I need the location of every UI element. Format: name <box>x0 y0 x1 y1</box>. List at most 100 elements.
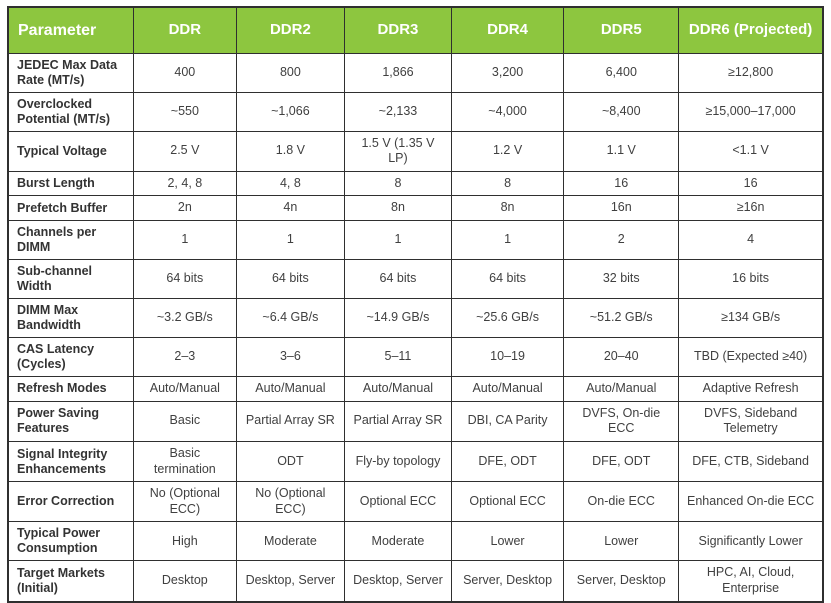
table-row-power-saving-features: Power Saving Features Basic Partial Array … <box>7 400 824 442</box>
table-row-channels-per-dimm: Channels per DIMM 1 1 1 1 2 4 <box>7 220 824 260</box>
value-cell: ≥12,800 <box>678 52 824 93</box>
value-cell: 8n <box>450 195 565 221</box>
value-cell: 800 <box>235 52 346 93</box>
value-cell: Moderate <box>344 521 452 562</box>
param-cell: DIMM Max Bandwidth <box>7 298 134 338</box>
header-cell-ddr6-projected: DDR6 (Projected) <box>678 6 824 54</box>
value-cell: 20–40 <box>563 337 680 377</box>
value-cell: DVFS, On-die ECC <box>563 400 680 442</box>
value-cell: 64 bits <box>133 259 237 299</box>
value-cell: Desktop, Server <box>235 560 346 603</box>
value-cell: Lower <box>450 521 565 562</box>
param-cell: Refresh Modes <box>7 376 134 402</box>
table-row-typical-power-consumption: Typical Power Consumption High Moderate Mod… <box>7 521 824 562</box>
value-cell: DVFS, Sideband Telemetry <box>678 400 824 442</box>
value-cell: 64 bits <box>450 259 565 299</box>
value-cell: 2 <box>563 220 680 260</box>
value-cell: Partial Array SR <box>235 400 346 442</box>
value-cell: 64 bits <box>344 259 452 299</box>
value-cell: DFE, ODT <box>450 440 565 483</box>
value-cell: ODT <box>235 440 346 483</box>
value-cell: HPC, AI, Cloud, Enterprise <box>678 560 824 603</box>
value-cell: 3–6 <box>235 337 346 377</box>
value-cell: Basic termination <box>133 440 237 483</box>
value-cell: Lower <box>563 521 680 562</box>
value-cell: 64 bits <box>235 259 346 299</box>
param-cell: Channels per DIMM <box>7 220 134 260</box>
value-cell: 8n <box>344 195 452 221</box>
value-cell: ~550 <box>133 91 237 132</box>
value-cell: 16 <box>678 170 824 197</box>
value-cell: 16 bits <box>678 259 824 299</box>
value-cell: 4, 8 <box>235 170 346 197</box>
ddr-comparison-table: Parameter DDR DDR2 DDR3 DDR4 DDR5 DDR6 (Projec… <box>7 6 824 603</box>
value-cell: 16 <box>563 170 680 197</box>
value-cell: Fly-by topology <box>344 440 452 483</box>
param-cell: Sub-channel Width <box>7 259 134 299</box>
value-cell: 1 <box>235 220 346 260</box>
value-cell: 32 bits <box>563 259 680 299</box>
header-cell-ddr4: DDR4 <box>450 6 565 54</box>
value-cell: 2, 4, 8 <box>133 170 237 197</box>
value-cell: Auto/Manual <box>450 376 565 402</box>
value-cell: ≥15,000–17,000 <box>678 91 824 132</box>
value-cell: Significantly Lower <box>678 521 824 562</box>
param-cell: Typical Power Consumption <box>7 521 134 562</box>
value-cell: 1.2 V <box>450 130 565 172</box>
value-cell: Auto/Manual <box>563 376 680 402</box>
value-cell: 8 <box>344 170 452 197</box>
value-cell: 1 <box>344 220 452 260</box>
value-cell: ~2,133 <box>344 91 452 132</box>
value-cell: ~1,066 <box>235 91 346 132</box>
table-row-jedec-max-data-rate-mt-s: JEDEC Max Data Rate (MT/s) 400 800 1,866 3,2… <box>7 52 824 93</box>
value-cell: 4n <box>235 195 346 221</box>
value-cell: Partial Array SR <box>344 400 452 442</box>
table-row-dimm-max-bandwidth: DIMM Max Bandwidth ~3.2 GB/s ~6.4 GB/s ~14.… <box>7 298 824 338</box>
header-cell-ddr: DDR <box>133 6 237 54</box>
value-cell: 400 <box>133 52 237 93</box>
param-cell: CAS Latency (Cycles) <box>7 337 134 377</box>
table-body: JEDEC Max Data Rate (MT/s) 400 800 1,866 3,2… <box>7 52 824 603</box>
value-cell: Auto/Manual <box>133 376 237 402</box>
value-cell: 1,866 <box>344 52 452 93</box>
param-cell: Signal Integrity Enhancements <box>7 440 134 483</box>
value-cell: On-die ECC <box>563 481 680 523</box>
value-cell: ~3.2 GB/s <box>133 298 237 338</box>
header-cell-parameter: Parameter <box>7 6 134 54</box>
value-cell: Optional ECC <box>450 481 565 523</box>
value-cell: Auto/Manual <box>344 376 452 402</box>
param-cell: Target Markets (Initial) <box>7 560 134 603</box>
param-cell: Overclocked Potential (MT/s) <box>7 91 134 132</box>
value-cell: Desktop, Server <box>344 560 452 603</box>
value-cell: ~4,000 <box>450 91 565 132</box>
value-cell: Moderate <box>235 521 346 562</box>
param-cell: JEDEC Max Data Rate (MT/s) <box>7 52 134 93</box>
value-cell: 2n <box>133 195 237 221</box>
value-cell: Optional ECC <box>344 481 452 523</box>
table-row-error-correction: Error Correction No (Optional ECC) No (Opt… <box>7 481 824 523</box>
table-row-signal-integrity-enhancements: Signal Integrity Enhancements Basic termi… <box>7 440 824 483</box>
header-row: Parameter DDR DDR2 DDR3 DDR4 DDR5 DDR6 (Projec… <box>7 6 824 54</box>
value-cell: Auto/Manual <box>235 376 346 402</box>
value-cell: Basic <box>133 400 237 442</box>
value-cell: Desktop <box>133 560 237 603</box>
value-cell: 1 <box>133 220 237 260</box>
table-row-sub-channel-width: Sub-channel Width 64 bits 64 bits 64 bits 64… <box>7 259 824 299</box>
value-cell: TBD (Expected ≥40) <box>678 337 824 377</box>
value-cell: 4 <box>678 220 824 260</box>
value-cell: ~8,400 <box>563 91 680 132</box>
value-cell: 1.1 V <box>563 130 680 172</box>
table-row-typical-voltage: Typical Voltage 2.5 V 1.8 V 1.5 V (1.35 V L… <box>7 130 824 172</box>
value-cell: Server, Desktop <box>450 560 565 603</box>
value-cell: DFE, CTB, Sideband <box>678 440 824 483</box>
value-cell: High <box>133 521 237 562</box>
value-cell: Server, Desktop <box>563 560 680 603</box>
value-cell: 1.8 V <box>235 130 346 172</box>
table-row-prefetch-buffer: Prefetch Buffer 2n 4n 8n 8n 16n ≥16n <box>7 195 824 221</box>
value-cell: 1 <box>450 220 565 260</box>
table-row-burst-length: Burst Length 2, 4, 8 4, 8 8 8 16 16 <box>7 170 824 197</box>
value-cell: ~14.9 GB/s <box>344 298 452 338</box>
param-cell: Power Saving Features <box>7 400 134 442</box>
table-row-target-markets-initial: Target Markets (Initial) Desktop Desktop, … <box>7 560 824 603</box>
value-cell: 2–3 <box>133 337 237 377</box>
